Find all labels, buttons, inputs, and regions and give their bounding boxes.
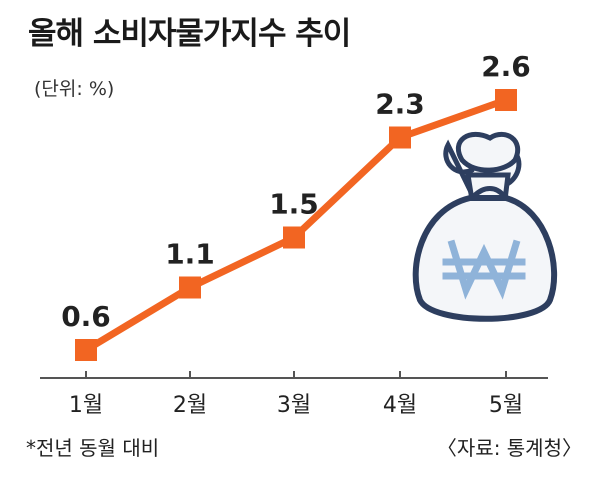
won-symbol (442, 239, 526, 300)
data-point-4 (389, 126, 411, 149)
x-tick-label-1: 1월 (69, 393, 103, 418)
bag-tie (472, 186, 506, 198)
footnote: *전년 동월 대비 (26, 436, 160, 460)
x-tick-label-4: 4월 (383, 393, 417, 418)
money-bag-won-icon (412, 131, 558, 322)
unit-label: (단위: %) (34, 78, 115, 100)
data-label-3: 1.5 (269, 188, 319, 221)
x-tick-label-2: 2월 (173, 393, 207, 418)
bag-top-bulb (455, 131, 520, 173)
data-label-4: 2.3 (375, 88, 425, 121)
data-point-3 (283, 226, 305, 249)
data-label-2: 1.1 (165, 238, 215, 271)
data-point-1 (75, 339, 97, 361)
data-point-2 (179, 276, 201, 299)
chart-title: 올해 소비자물가지수 추이 (28, 16, 351, 52)
source-credit: 〈자료: 통계청〉 (436, 436, 582, 460)
data-label-5: 2.6 (481, 50, 531, 83)
data-point-5 (495, 89, 517, 111)
x-tick-label-3: 3월 (277, 393, 311, 418)
data-label-1: 0.6 (61, 300, 111, 333)
x-tick-label-5: 5월 (489, 393, 523, 418)
